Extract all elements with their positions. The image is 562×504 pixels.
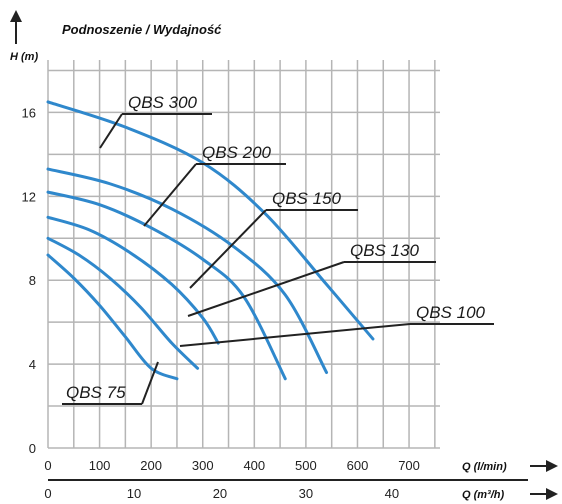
series-label-qbs-300: QBS 300 bbox=[128, 93, 198, 112]
series-labels: QBS 75 QBS 100 QBS 130 QBS 150 QBS 200 QBS 30… bbox=[66, 93, 486, 402]
x-tick-label: 400 bbox=[243, 458, 265, 473]
y-tick-label: 12 bbox=[22, 189, 36, 204]
x-tick-label: 600 bbox=[347, 458, 369, 473]
series-label-qbs-75: QBS 75 bbox=[66, 383, 126, 402]
x2-tick-label: 30 bbox=[299, 486, 313, 501]
curve-qbs-100 bbox=[46, 236, 200, 370]
leader-line-qbs-300 bbox=[99, 113, 123, 149]
x-tick-label: 200 bbox=[140, 458, 162, 473]
x2-tick-label: 20 bbox=[213, 486, 227, 501]
series-curves bbox=[46, 100, 375, 381]
series-leaders bbox=[62, 113, 494, 405]
y-tick-label: 0 bbox=[29, 441, 36, 456]
y-tick-label: 8 bbox=[29, 273, 36, 288]
x2-axis-label: Q (m³/h) bbox=[462, 489, 504, 501]
y-axis-label: H (m) bbox=[10, 51, 38, 63]
x-tick-label: 300 bbox=[192, 458, 214, 473]
chart-title: Podnoszenie / Wydajność bbox=[62, 22, 222, 37]
x-tick-labels: 0 100 200 300 400 500 600 700 bbox=[44, 458, 420, 473]
series-label-qbs-150: QBS 150 bbox=[272, 189, 342, 208]
x2-axis-arrow bbox=[530, 488, 558, 500]
leader-line-qbs-150 bbox=[189, 209, 267, 289]
x-tick-label: 500 bbox=[295, 458, 317, 473]
y-tick-label: 16 bbox=[22, 105, 36, 120]
leader-line-qbs-75 bbox=[141, 361, 159, 405]
curve-qbs-300 bbox=[46, 100, 375, 341]
curve-qbs-75 bbox=[46, 253, 179, 381]
curve-qbs-130 bbox=[46, 215, 220, 345]
leader-line-qbs-130 bbox=[187, 261, 345, 317]
x2-tick-labels: 0 10 20 30 40 bbox=[44, 486, 399, 501]
leader-line-qbs-100 bbox=[179, 323, 411, 347]
curve-qbs-150 bbox=[46, 190, 287, 381]
x-tick-label: 100 bbox=[89, 458, 111, 473]
x-tick-label: 700 bbox=[398, 458, 420, 473]
x-axis-label: Q (l/min) bbox=[462, 461, 507, 473]
y-axis-arrow bbox=[10, 10, 22, 44]
series-label-qbs-200: QBS 200 bbox=[202, 143, 272, 162]
series-label-qbs-130: QBS 130 bbox=[350, 241, 420, 260]
leader-line-qbs-200 bbox=[143, 163, 197, 227]
curve-qbs-200 bbox=[46, 167, 329, 374]
series-label-qbs-100: QBS 100 bbox=[416, 303, 486, 322]
x-axis-arrow bbox=[530, 460, 558, 472]
x-tick-label: 0 bbox=[44, 458, 51, 473]
y-tick-label: 4 bbox=[29, 357, 36, 372]
x2-tick-label: 10 bbox=[127, 486, 141, 501]
x2-tick-label: 0 bbox=[44, 486, 51, 501]
x2-tick-label: 40 bbox=[385, 486, 399, 501]
y-tick-labels: 0 4 8 12 16 bbox=[22, 105, 36, 456]
grid bbox=[47, 60, 440, 449]
